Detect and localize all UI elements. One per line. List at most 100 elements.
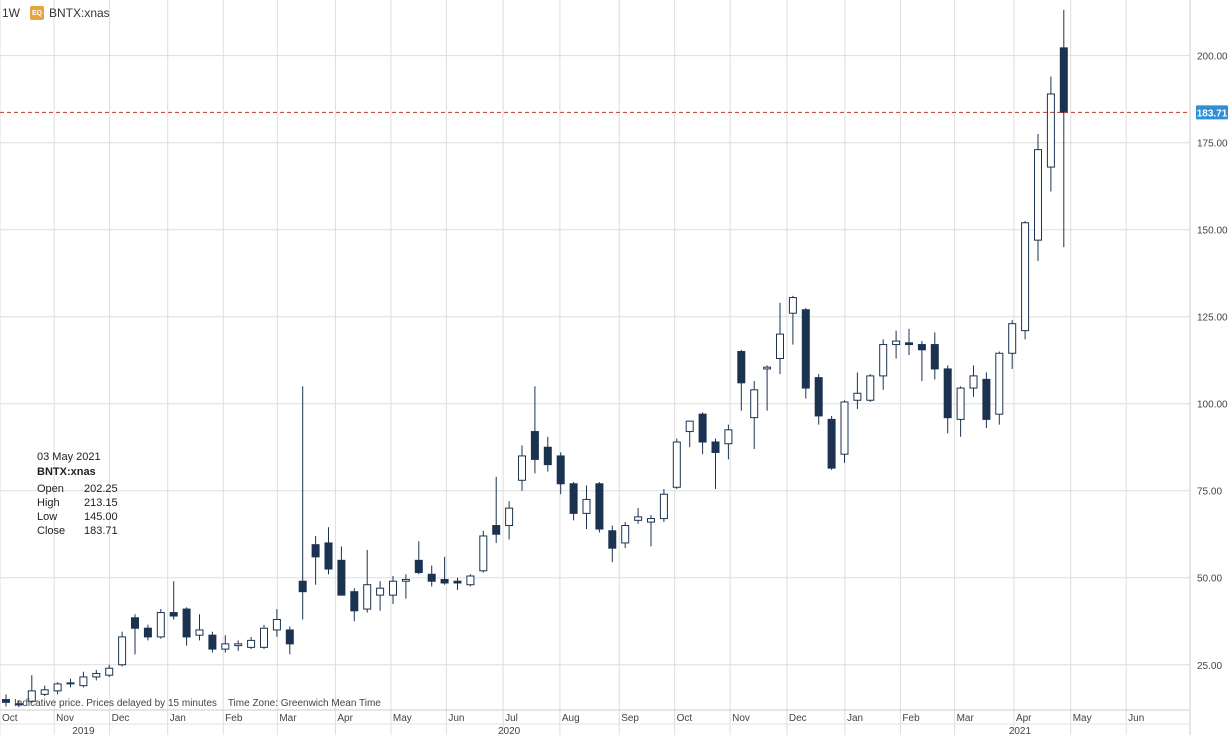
candle-body-down bbox=[569, 483, 578, 514]
candle-body-up bbox=[853, 392, 862, 401]
candle-body-up bbox=[221, 643, 230, 650]
candle-body-up bbox=[466, 575, 475, 586]
candle-body-down bbox=[440, 578, 449, 584]
candle-body-up bbox=[788, 297, 797, 314]
x-tick-label: Apr bbox=[1016, 713, 1032, 724]
candle bbox=[750, 381, 759, 449]
x-tick-label: Feb bbox=[225, 713, 243, 724]
footnote: Indicative price. Prices delayed by 15 m… bbox=[14, 698, 381, 709]
year-label: 2019 bbox=[72, 726, 95, 735]
candle-body-down bbox=[298, 580, 307, 593]
candle-body-up bbox=[195, 629, 204, 636]
candle bbox=[969, 365, 978, 397]
candle-body-up bbox=[840, 401, 849, 455]
candle bbox=[1008, 320, 1017, 369]
candle bbox=[866, 374, 875, 402]
candle-body-up bbox=[401, 578, 410, 582]
candle bbox=[260, 624, 268, 650]
x-tick-label: Jun bbox=[1128, 713, 1144, 724]
candle-body-down bbox=[324, 542, 333, 570]
candle-body-down bbox=[595, 483, 604, 530]
symbol-label[interactable]: EQ BNTX:xnas bbox=[30, 6, 110, 20]
candle bbox=[324, 527, 333, 575]
candle-body-up bbox=[659, 493, 668, 520]
candle-body-down bbox=[337, 559, 346, 596]
candle-body-up bbox=[1034, 149, 1042, 241]
candle-body-down bbox=[556, 455, 565, 485]
candle-body-down bbox=[905, 342, 913, 346]
candle bbox=[1021, 221, 1030, 340]
candle bbox=[285, 626, 294, 655]
x-tick-label: Jun bbox=[448, 713, 464, 724]
candle bbox=[840, 400, 849, 463]
candle-body-up bbox=[234, 643, 243, 647]
year-label: 2021 bbox=[1009, 726, 1032, 735]
ohlc-tooltip: 03 May 2021 BNTX:xnas Open 202.25 High 213… bbox=[37, 450, 118, 538]
x-axis: Oct Nov Dec Jan Feb Mar Apr May Jun Jul Aug Sep Oct N… bbox=[0, 709, 1190, 735]
candle-body-down bbox=[543, 446, 552, 466]
candle bbox=[401, 574, 410, 599]
candle bbox=[143, 624, 152, 641]
candle-body-up bbox=[79, 676, 88, 687]
candle-body-down bbox=[827, 418, 836, 469]
close-value: 183.71 bbox=[84, 525, 118, 537]
x-tick-label: Oct bbox=[677, 713, 693, 724]
symbol-text: BNTX:xnas bbox=[49, 6, 110, 20]
candle-body-down bbox=[182, 608, 191, 638]
candle bbox=[853, 372, 862, 409]
candle bbox=[182, 607, 191, 646]
candle-body-up bbox=[750, 389, 759, 419]
candle bbox=[892, 330, 901, 359]
y-tick-label: 150.00 bbox=[1197, 226, 1228, 237]
candle bbox=[337, 546, 346, 596]
candle bbox=[763, 365, 772, 411]
candle bbox=[53, 682, 62, 695]
y-tick-label: 175.00 bbox=[1197, 139, 1228, 150]
candle-body-down bbox=[285, 629, 294, 645]
candle-body-up bbox=[724, 429, 733, 445]
candle-body-down bbox=[169, 612, 178, 617]
x-tick-label: Dec bbox=[112, 713, 130, 724]
ohlc-row-low: Low 145.00 bbox=[37, 510, 118, 524]
candle bbox=[930, 332, 939, 380]
candle-body-down bbox=[801, 309, 810, 389]
candle-body-up bbox=[995, 352, 1004, 415]
current-price-badge bbox=[1196, 105, 1228, 120]
candle bbox=[530, 386, 539, 474]
candle bbox=[234, 640, 243, 651]
candle-body-down bbox=[1059, 47, 1068, 113]
candle-body-up bbox=[247, 639, 256, 648]
candle bbox=[724, 424, 733, 460]
candle-body-down bbox=[14, 703, 23, 706]
interval-selector[interactable]: 1W bbox=[2, 6, 20, 20]
candle bbox=[414, 541, 423, 575]
candle-body-up bbox=[479, 535, 488, 572]
candle-body-down bbox=[943, 368, 952, 419]
candle-body-up bbox=[866, 375, 875, 401]
candle bbox=[440, 556, 449, 585]
candle-body-up bbox=[672, 441, 681, 488]
candle bbox=[40, 685, 49, 697]
candle-body-down bbox=[414, 559, 423, 574]
candle bbox=[131, 614, 139, 655]
candle bbox=[376, 581, 385, 611]
ohlc-row-close: Close 183.71 bbox=[37, 524, 118, 538]
x-tick-label: Jan bbox=[847, 713, 863, 724]
x-tick-label: Jul bbox=[505, 713, 518, 724]
x-tick-label: Feb bbox=[902, 713, 920, 724]
candle bbox=[788, 295, 797, 345]
tooltip-symbol: BNTX:xnas bbox=[37, 466, 96, 478]
candle bbox=[595, 482, 604, 533]
current-price-marker: 183.71 bbox=[0, 105, 1228, 120]
x-tick-label: Sep bbox=[621, 713, 639, 724]
candle-body-up bbox=[105, 667, 114, 676]
candle bbox=[737, 349, 746, 411]
candle-body-up bbox=[1046, 93, 1055, 168]
y-axis: 25.00 50.00 75.00 100.00 125.00 150.00 175.00 2… bbox=[1189, 0, 1228, 735]
x-tick-label: May bbox=[1073, 713, 1092, 724]
candle bbox=[827, 415, 836, 470]
low-value: 145.00 bbox=[84, 511, 118, 523]
candle bbox=[466, 574, 475, 587]
high-value: 213.15 bbox=[84, 497, 118, 509]
candle bbox=[1059, 9, 1068, 248]
